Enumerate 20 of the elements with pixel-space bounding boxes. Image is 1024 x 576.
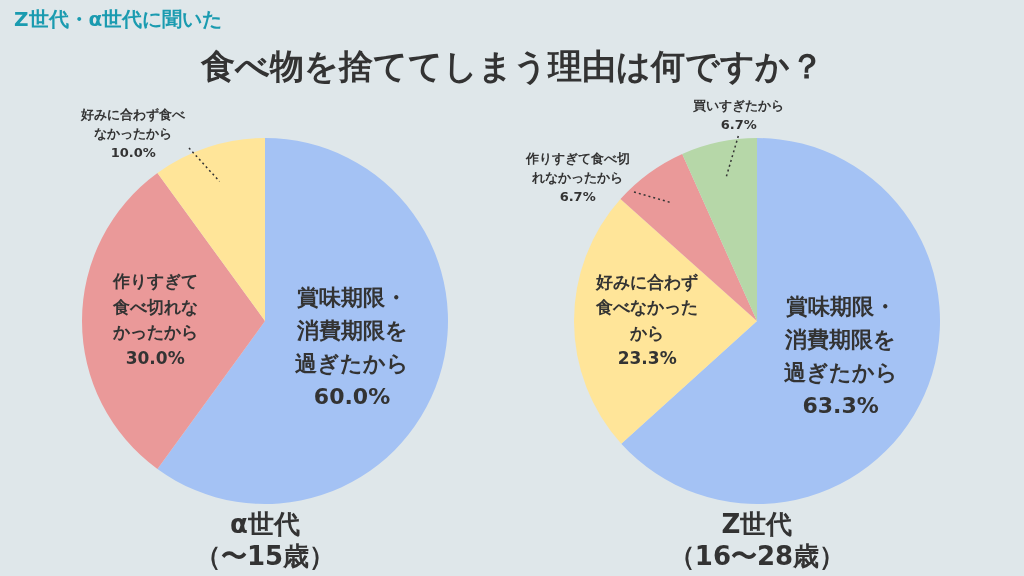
slice-label: 作りすぎて食べ切れなかったから (111, 271, 198, 343)
text: Z世代・α世代に聞いた (14, 6, 223, 33)
slice-label: 買いすぎたから (692, 97, 785, 113)
data-label: 6.7% (720, 116, 757, 132)
slice-label: 作りすぎて食べ切れなかったから (524, 150, 630, 185)
data-label: 60.0% (313, 384, 391, 410)
slice-label: 賞味期限・消費期限を過ぎたから (295, 285, 410, 377)
text: （〜15歳） (194, 541, 336, 571)
data-label: 10.0% (110, 144, 156, 160)
data-label: 23.3% (617, 348, 677, 369)
data-label: 30.0% (125, 347, 185, 368)
text: （16〜28歳） (668, 541, 846, 571)
data-label: 63.3% (802, 393, 879, 419)
slice-label: 賞味期限・消費期限を過ぎたから (783, 294, 898, 386)
slice-label: 好みに合わず食べなかったから (80, 106, 187, 141)
text: 食べ物を捨ててしまう理由は何ですか？ (199, 45, 825, 88)
slice-label: 好みに合わず食べなかったから (595, 271, 699, 343)
data-label: 6.7% (559, 188, 596, 204)
text: Z世代 (721, 509, 793, 539)
text: α世代 (230, 509, 300, 539)
